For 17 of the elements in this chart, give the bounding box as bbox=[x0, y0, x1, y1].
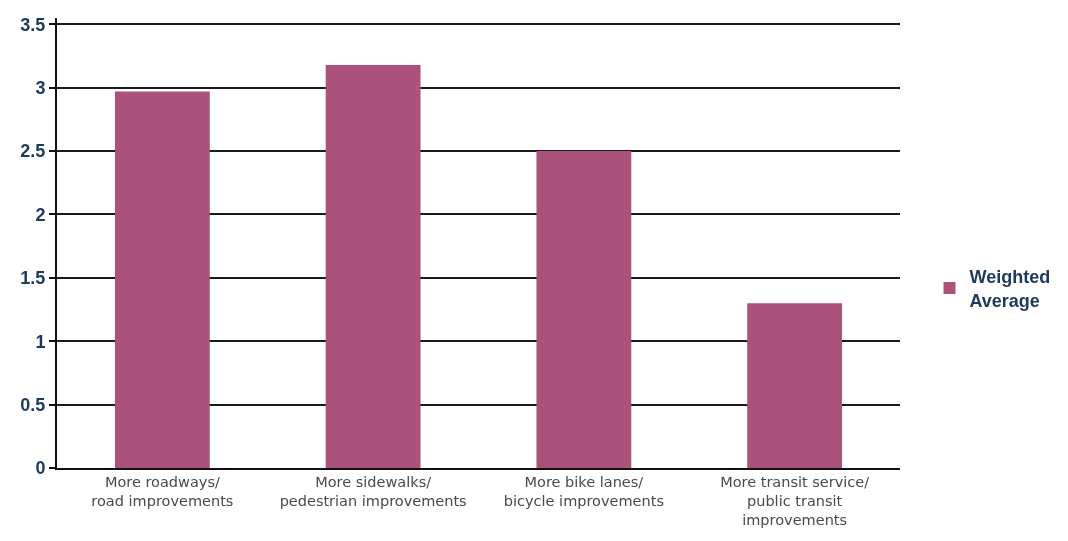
y-tick-label: 2 bbox=[35, 204, 46, 225]
y-tick-label: 2.5 bbox=[20, 141, 46, 162]
y-tick-label: 1 bbox=[35, 331, 46, 352]
x-tick-label: More roadways/ road improvements bbox=[91, 474, 234, 510]
y-tick-label: 3 bbox=[35, 78, 46, 99]
y-tick-label: 0.5 bbox=[20, 394, 46, 415]
y-tick-label: 0 bbox=[35, 458, 46, 479]
x-tick-label: More transit service/ public transit improvements bbox=[720, 474, 870, 529]
bar bbox=[325, 64, 421, 468]
y-tick-label: 1.5 bbox=[20, 268, 46, 289]
bar bbox=[536, 151, 632, 468]
x-tick-label: More bike lanes/ bicycle improvements bbox=[503, 474, 664, 510]
bar bbox=[114, 91, 210, 468]
bar bbox=[747, 303, 843, 468]
y-tick-label: 3.5 bbox=[20, 14, 46, 35]
x-tick-label: More sidewalks/ pedestrian improvements bbox=[279, 474, 467, 510]
legend-label: Weighted Average bbox=[969, 267, 1051, 311]
